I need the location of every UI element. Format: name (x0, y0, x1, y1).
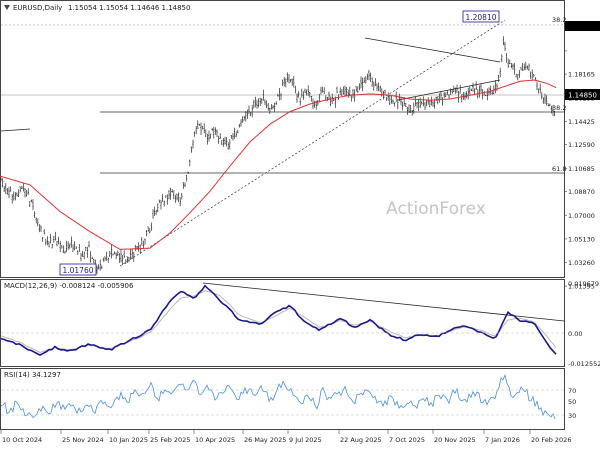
price-tick-label: 1.03260 (568, 259, 595, 267)
price-tick-label: 1.05130 (568, 235, 595, 243)
watermark: ActionForex (386, 199, 486, 219)
annotation-low: 1.01760 (59, 263, 97, 276)
rsi-panel (0, 368, 565, 430)
x-axis-label: 20 Feb 2026 (531, 436, 571, 444)
x-axis-label: 9 Jul 2025 (289, 436, 322, 444)
macd-tick-zero: 0.00 (568, 330, 582, 338)
annotation-low-label: 1.01760 (62, 266, 93, 275)
rsi-line (0, 373, 556, 420)
short-left-line (0, 128, 31, 132)
rsi-tick-30: 30 (568, 412, 576, 420)
macd-series (0, 284, 557, 357)
macd-line (0, 284, 557, 357)
header-ohlc: 1.15054 1.15054 1.14646 1.14850 (68, 4, 190, 12)
x-axis-label: 25 Feb 2025 (150, 436, 190, 444)
x-axis-label: 20 Nov 2025 (434, 436, 476, 444)
x-axis-label: 26 May 2025 (244, 436, 286, 444)
price-tick-label: 1.14425 (568, 118, 595, 126)
macd-trendline (202, 282, 565, 322)
price-tick-label: 1.07000 (568, 212, 595, 220)
current-price-label: 1.14850 (568, 92, 597, 100)
x-axis-label: 22 Aug 2025 (340, 436, 382, 444)
price-tick-label: 1.20000 (568, 47, 595, 55)
price-tick-label: 1.01395 (568, 283, 595, 291)
rsi-tick-70: 70 (568, 387, 576, 395)
x-axis: 10 Oct 2024 25 Nov 2024 10 Jan 2025 25 Feb … (0, 430, 571, 444)
current-price-tag: 1.14850 (565, 89, 600, 100)
chart-header: EURUSD,Daily 1.15054 1.15054 1.14646 1.1… (4, 4, 190, 12)
price-panel (0, 0, 565, 278)
fib-label-mid: 38.2 (552, 104, 566, 112)
x-axis-label: 10 Jan 2025 (109, 436, 148, 444)
price-axis-highlight (565, 21, 600, 31)
price-tick-label: 1.08870 (568, 188, 595, 196)
price-tick-label: 1.12590 (568, 141, 595, 149)
macd-tick-bottom: -0.012552 (568, 360, 600, 368)
ma-series (0, 79, 557, 250)
annotation-high: 1.20810 (462, 10, 500, 23)
price-tick-label: 1.18165 (568, 71, 595, 79)
fib-label-low: 61.8 (552, 165, 566, 173)
macd-panel (0, 279, 565, 367)
triangle-lower-line (397, 79, 501, 101)
x-axis-label: 7 Jan 2026 (485, 436, 520, 444)
macd-tick-top: 0.019679 (568, 280, 599, 288)
header-symbol: EURUSD,Daily (13, 4, 62, 12)
annotation-high-label: 1.20810 (465, 13, 496, 22)
macd-title: MACD(12,26,9) -0.008124 -0.005906 (4, 282, 134, 290)
price-series (0, 36, 556, 274)
dotted-trendline (119, 19, 506, 267)
price-tick-label: 1.10685 (568, 165, 595, 173)
x-axis-label: 7 Oct 2025 (389, 436, 425, 444)
price-axis: 1.200001.181651.162951.144251.125901.106… (564, 47, 595, 291)
rsi-series (0, 373, 556, 420)
triangle-upper-line (364, 37, 501, 63)
x-axis-label: 10 Oct 2024 (2, 436, 42, 444)
ma-line (0, 79, 557, 250)
header-arrow-icon (4, 5, 10, 10)
fib-label-top: 38.2 (552, 16, 566, 24)
rsi-tick-50: 50 (568, 398, 576, 406)
x-axis-label: 25 Nov 2024 (62, 436, 104, 444)
macd-signal-line (0, 290, 557, 354)
x-axis-label: 10 Apr 2025 (195, 436, 235, 444)
rsi-title: RSI(14) 34.1297 (4, 371, 61, 379)
